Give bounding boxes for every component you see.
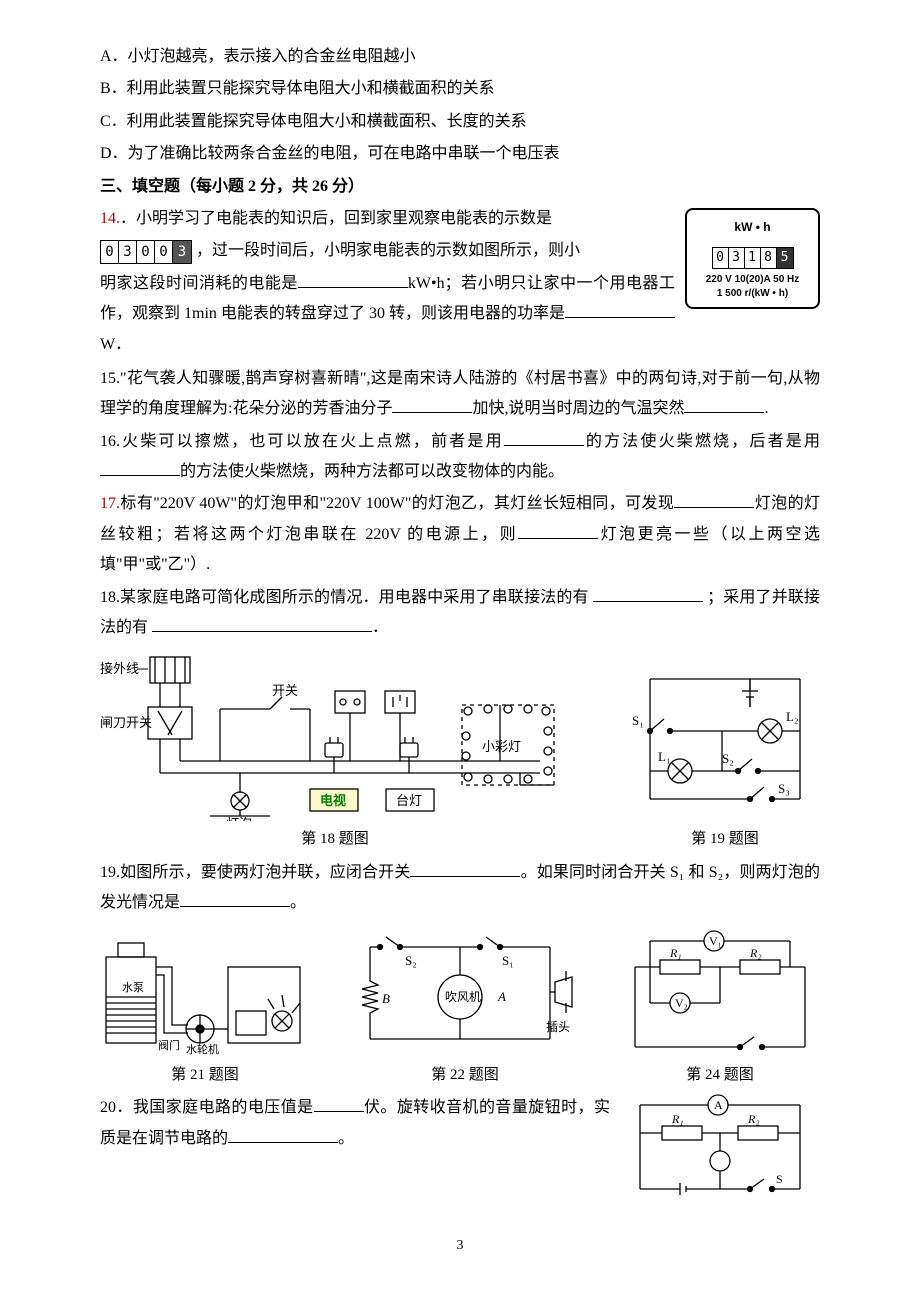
page-number: 3 [100, 1233, 820, 1260]
q16: 16.火柴可以擦燃，也可以放在火上点燃，前者是用的方法使火柴燃烧，后者是用的方法… [100, 427, 820, 488]
svg-text:R₂: R₂ [747, 1112, 760, 1126]
svg-text:R₁: R₁ [669, 946, 682, 960]
blank [298, 270, 408, 288]
hair-dryer-svg: S₂ S₁ B A 吹风机 插头 [350, 927, 580, 1057]
voltmeter-circuit-svg: V₁ V₂ R₁ R₂ [620, 927, 820, 1057]
fig-22-caption: 第 22 题图 [350, 1061, 580, 1090]
svg-text:B: B [382, 991, 390, 1006]
blank [228, 1125, 338, 1143]
svg-text:S: S [776, 1172, 783, 1186]
svg-text:台灯: 台灯 [396, 793, 422, 808]
bottom-circuit: A R₁ R₂ S [620, 1093, 820, 1203]
blank [518, 521, 598, 539]
option-b: B．利用此装置只能探究导体电阻大小和横截面积的关系 [100, 74, 820, 104]
svg-text:S₃: S₃ [778, 781, 790, 796]
figure-row-1: 接外线 闸刀开关 开关 电视 台灯 小彩灯 灯泡 第 18 题图 [100, 651, 820, 854]
q17: 17.标有"220V 40W"的灯泡甲和"220V 100W"的灯泡乙，其灯丝长… [100, 489, 820, 580]
blank [565, 301, 675, 319]
blank [392, 396, 472, 414]
meter-spec-1: 220 V 10(20)A 50 Hz [691, 273, 814, 287]
svg-text:R₂: R₂ [749, 946, 762, 960]
svg-text:V₁: V₁ [709, 934, 722, 948]
svg-text:S₂: S₂ [722, 751, 734, 766]
meter-unit: kW • h [691, 216, 814, 239]
q18: 18.某家庭电路可简化成图所示的情况．用电器中采用了串联接法的有 ；采用了并联接… [100, 583, 820, 644]
meter-reading: 0 3 1 8 5 [712, 247, 794, 269]
fig-24: V₁ V₂ R₁ R₂ 第 24 题图 [620, 927, 820, 1090]
ammeter-circuit-svg: A R₁ R₂ S [620, 1093, 820, 1203]
svg-text:L₂: L₂ [786, 709, 798, 724]
svg-text:吹风机: 吹风机 [445, 990, 481, 1004]
blank [504, 428, 584, 446]
fig-18: 接外线 闸刀开关 开关 电视 台灯 小彩灯 灯泡 第 18 题图 [100, 651, 570, 854]
q15: 15."花气袭人知骤暖,鹊声穿树喜新晴",这是南宋诗人陆游的《村居书喜》中的两句… [100, 364, 820, 425]
meter-initial: 0 3 0 0 3 [100, 240, 192, 264]
svg-text:开关: 开关 [272, 683, 298, 698]
svg-text:R₁: R₁ [671, 1112, 684, 1126]
svg-text:小彩灯: 小彩灯 [482, 739, 521, 754]
svg-text:水泵: 水泵 [122, 981, 144, 994]
svg-text:A: A [714, 1098, 723, 1112]
figure-row-2: 水泵 阀门 水轮机 第 21 题图 [100, 927, 820, 1090]
svg-text:水轮机: 水轮机 [186, 1042, 219, 1056]
svg-text:A: A [497, 989, 506, 1004]
blank [593, 584, 703, 602]
household-circuit-svg: 接外线 闸刀开关 开关 电视 台灯 小彩灯 灯泡 [100, 651, 570, 821]
svg-text:L₁: L₁ [658, 749, 670, 764]
svg-text:阀门: 阀门 [158, 1038, 180, 1052]
blank [100, 458, 180, 476]
blank [314, 1095, 364, 1113]
blank [152, 614, 372, 632]
blank [410, 859, 520, 877]
fig-21: 水泵 阀门 水轮机 第 21 题图 [100, 937, 310, 1090]
fig-18-caption: 第 18 题图 [100, 825, 570, 854]
svg-text:插头: 插头 [546, 1020, 570, 1034]
svg-text:S₂: S₂ [405, 953, 417, 968]
option-c: C．利用此装置能探究导体电阻大小和横截面积、长度的关系 [100, 107, 820, 137]
option-d: D．为了准确比较两条合金丝的电阻，可在电路中串联一个电压表 [100, 139, 820, 169]
svg-text:电视: 电视 [320, 793, 346, 808]
svg-text:灯泡: 灯泡 [226, 816, 252, 821]
option-a: A．小灯泡越亮，表示接入的合金丝电阻越小 [100, 42, 820, 72]
q19-text: 19.如图所示，要使两灯泡并联，应闭合开关。如果同时闭合开关 S₁ 和 S₂，则… [100, 858, 820, 919]
svg-text:接外线: 接外线 [100, 661, 139, 676]
blank [684, 396, 764, 414]
svg-text:S₁: S₁ [632, 713, 644, 728]
fig-19-caption: 第 19 题图 [630, 825, 820, 854]
parallel-lamps-svg: S₁ L₂ L₁ S₂ S₃ [630, 671, 820, 821]
fig-21-caption: 第 21 题图 [100, 1061, 310, 1090]
svg-text:闸刀开关: 闸刀开关 [100, 715, 152, 730]
section-3-heading: 三、填空题（每小题 2 分，共 26 分） [100, 172, 820, 202]
blank [674, 491, 754, 509]
meter-spec-2: 1 500 r/(kW • h) [691, 287, 814, 301]
svg-text:V₂: V₂ [675, 996, 688, 1010]
blank [180, 890, 290, 908]
fig-24-caption: 第 24 题图 [620, 1061, 820, 1090]
fig-22: S₂ S₁ B A 吹风机 插头 第 22 题图 [350, 927, 580, 1090]
svg-text:S₁: S₁ [502, 953, 514, 968]
energy-meter-figure: kW • h 0 3 1 8 5 220 V 10(20)A 50 Hz 1 5… [685, 208, 820, 309]
water-turbine-svg: 水泵 阀门 水轮机 [100, 937, 310, 1057]
fig-19: S₁ L₂ L₁ S₂ S₃ 第 19 题图 [630, 671, 820, 854]
